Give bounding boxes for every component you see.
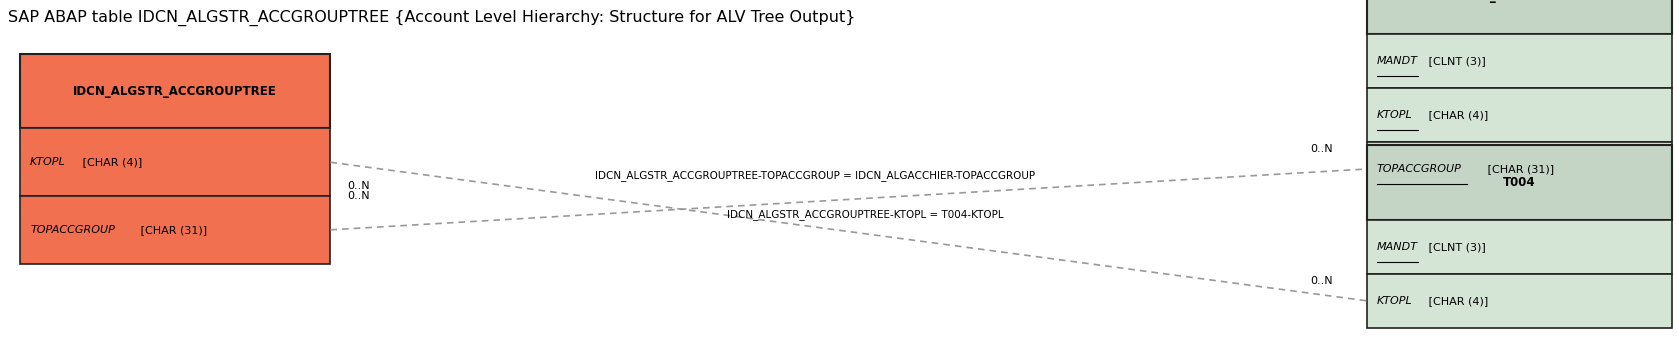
Text: MANDT: MANDT xyxy=(1377,56,1417,66)
Text: [CHAR (31)]: [CHAR (31)] xyxy=(138,225,208,235)
Text: 0..N: 0..N xyxy=(347,191,369,201)
Text: SAP ABAP table IDCN_ALGSTR_ACCGROUPTREE {Account Level Hierarchy: Structure for : SAP ABAP table IDCN_ALGSTR_ACCGROUPTREE … xyxy=(8,10,855,26)
Text: [CHAR (31)]: [CHAR (31)] xyxy=(1484,164,1555,174)
Text: KTOPL: KTOPL xyxy=(1377,296,1412,306)
Text: IDCN_ALGACCHIER: IDCN_ALGACCHIER xyxy=(1457,0,1581,3)
Bar xyxy=(20,196,330,264)
Text: 0..N: 0..N xyxy=(1311,144,1333,154)
Text: TOPACCGROUP: TOPACCGROUP xyxy=(1377,164,1462,174)
Bar xyxy=(20,128,330,196)
Text: [CLNT (3)]: [CLNT (3)] xyxy=(1425,242,1486,252)
Text: T004: T004 xyxy=(1503,176,1536,189)
Text: 0..N: 0..N xyxy=(347,181,369,191)
Text: [CHAR (4)]: [CHAR (4)] xyxy=(1425,296,1489,306)
Bar xyxy=(20,54,330,128)
Text: TOPACCGROUP: TOPACCGROUP xyxy=(30,225,116,235)
Bar xyxy=(1367,274,1672,328)
Bar xyxy=(1367,145,1672,220)
Text: IDCN_ALGSTR_ACCGROUPTREE-KTOPL = T004-KTOPL: IDCN_ALGSTR_ACCGROUPTREE-KTOPL = T004-KT… xyxy=(728,209,1003,220)
Bar xyxy=(1367,0,1672,34)
Text: 0..N: 0..N xyxy=(1311,275,1333,286)
Text: IDCN_ALGSTR_ACCGROUPTREE: IDCN_ALGSTR_ACCGROUPTREE xyxy=(74,85,277,98)
Bar xyxy=(1367,220,1672,274)
Text: KTOPL: KTOPL xyxy=(30,157,65,167)
Text: KTOPL: KTOPL xyxy=(1377,110,1412,120)
Text: [CLNT (3)]: [CLNT (3)] xyxy=(1425,56,1486,66)
Text: IDCN_ALGSTR_ACCGROUPTREE-TOPACCGROUP = IDCN_ALGACCHIER-TOPACCGROUP: IDCN_ALGSTR_ACCGROUPTREE-TOPACCGROUP = I… xyxy=(595,170,1035,181)
Bar xyxy=(1367,34,1672,88)
Bar xyxy=(1367,88,1672,142)
Text: [CHAR (4)]: [CHAR (4)] xyxy=(79,157,143,167)
Bar xyxy=(1367,142,1672,196)
Text: MANDT: MANDT xyxy=(1377,242,1417,252)
Text: [CHAR (4)]: [CHAR (4)] xyxy=(1425,110,1489,120)
